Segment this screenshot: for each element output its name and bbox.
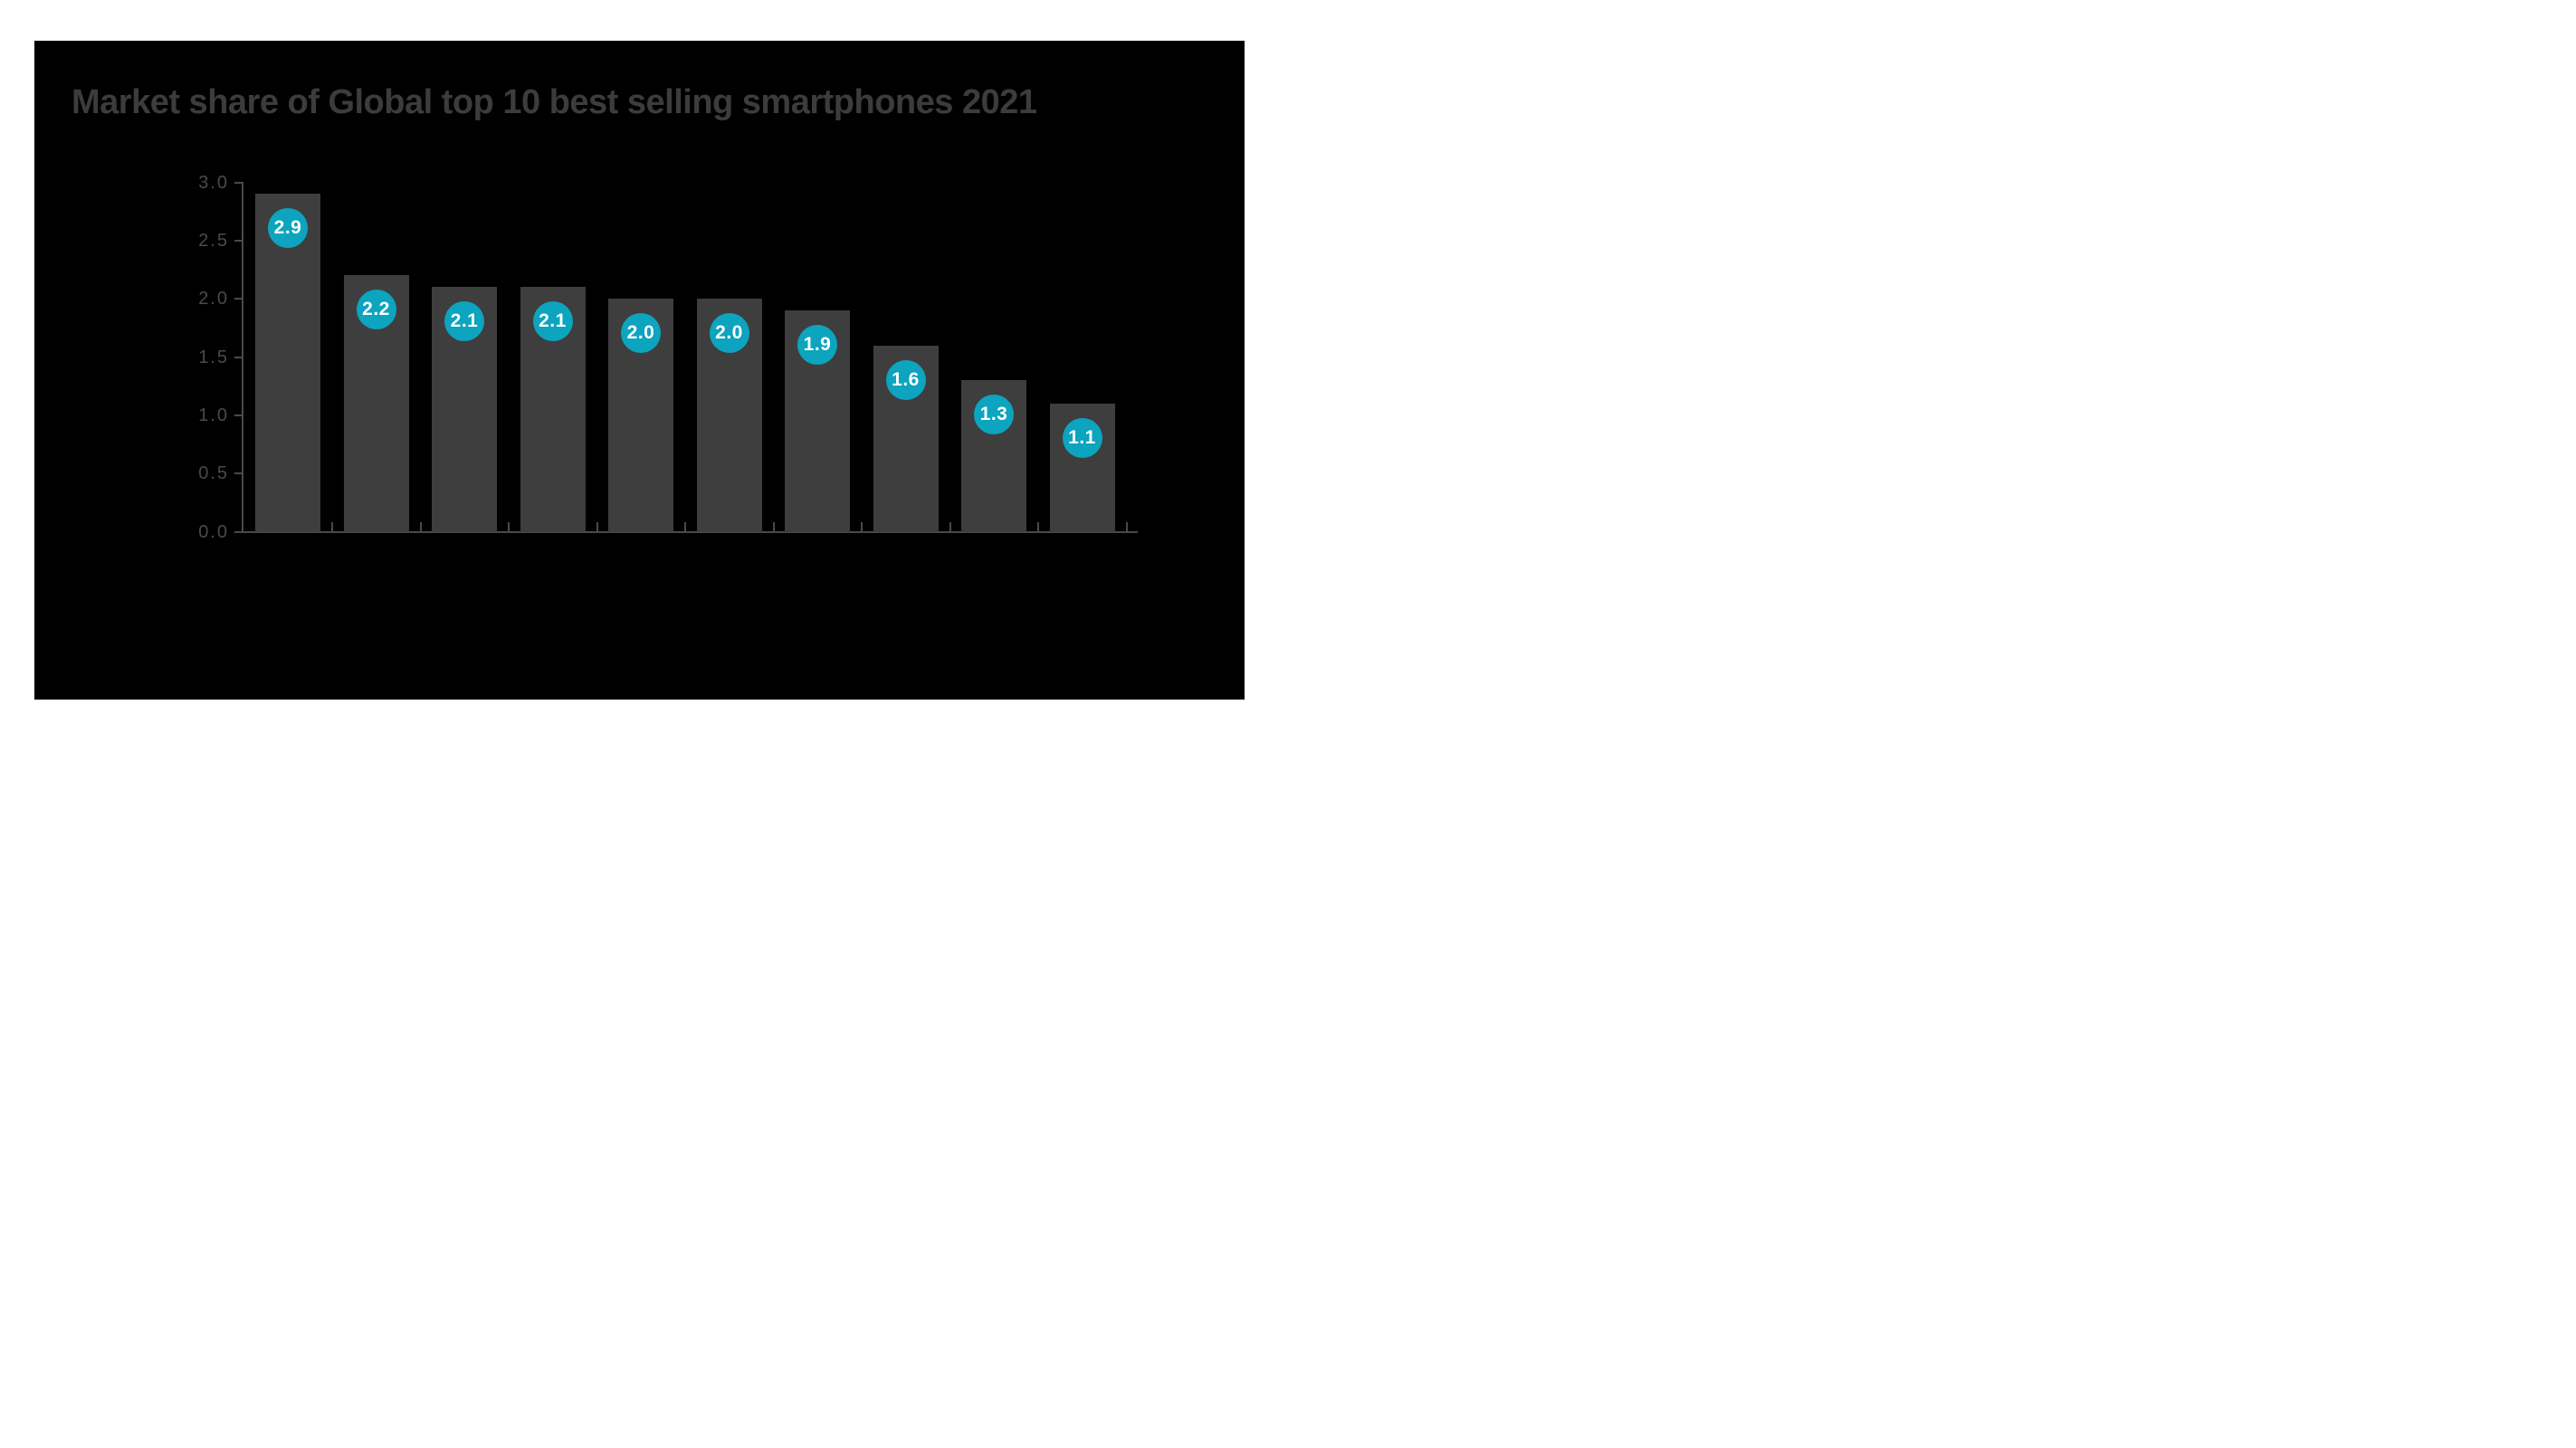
x-axis-tick	[331, 522, 333, 531]
y-axis-tick	[234, 298, 243, 300]
value-label: 2.1	[539, 310, 567, 332]
value-badge: 1.6	[885, 359, 926, 400]
y-axis-label: 0.0	[198, 521, 229, 542]
y-axis-tick	[234, 181, 243, 184]
y-axis-label: 0.5	[198, 463, 229, 484]
y-axis-label: 1.0	[198, 405, 229, 425]
page: Market share of Global top 10 best selli…	[0, 0, 1288, 724]
value-badge: 2.1	[444, 301, 484, 342]
y-axis-label: 3.0	[198, 172, 229, 193]
x-axis-tick	[684, 522, 686, 531]
y-axis-tick	[234, 530, 243, 533]
x-axis-tick	[508, 522, 510, 531]
chart-title: Market share of Global top 10 best selli…	[72, 83, 1037, 121]
x-axis-tick	[861, 522, 863, 531]
source-note: Source: counterpointresearch.com/global-…	[70, 721, 560, 724]
x-axis-tick	[772, 522, 775, 531]
value-label: 2.1	[450, 310, 479, 332]
x-axis-baseline	[242, 531, 1138, 533]
x-axis-tick	[596, 522, 598, 531]
y-axis-tick	[234, 414, 243, 416]
x-axis-tick	[1125, 522, 1128, 531]
value-badge: 2.1	[532, 301, 573, 342]
y-axis-tick	[234, 356, 243, 358]
value-badge: 1.3	[974, 395, 1014, 435]
x-axis-tick	[419, 522, 422, 531]
chart-card: Market share of Global top 10 best selli…	[34, 41, 1245, 724]
value-label: 2.2	[362, 299, 390, 320]
value-badge: 1.9	[797, 325, 837, 366]
x-axis-tick	[1037, 522, 1039, 531]
x-axis-tick	[949, 522, 951, 531]
y-axis-label: 2.5	[198, 230, 229, 251]
bar	[255, 194, 320, 532]
value-label: 2.9	[273, 217, 302, 239]
value-label: 2.0	[626, 322, 655, 344]
value-label: 1.3	[979, 404, 1008, 425]
value-label: 2.0	[715, 322, 743, 344]
value-badge: 1.1	[1062, 417, 1102, 458]
y-axis-label: 1.5	[198, 347, 229, 367]
value-badge: 2.0	[709, 313, 749, 354]
value-label: 1.1	[1068, 426, 1096, 448]
y-axis-line	[242, 182, 243, 533]
value-label: 1.6	[892, 368, 920, 390]
y-axis-tick	[234, 239, 243, 242]
y-axis-tick	[234, 472, 243, 475]
value-badge: 2.0	[621, 313, 661, 354]
y-axis-label: 2.0	[198, 289, 229, 310]
value-badge: 2.2	[356, 290, 396, 330]
value-badge: 2.9	[268, 208, 308, 249]
value-label: 1.9	[803, 334, 832, 356]
